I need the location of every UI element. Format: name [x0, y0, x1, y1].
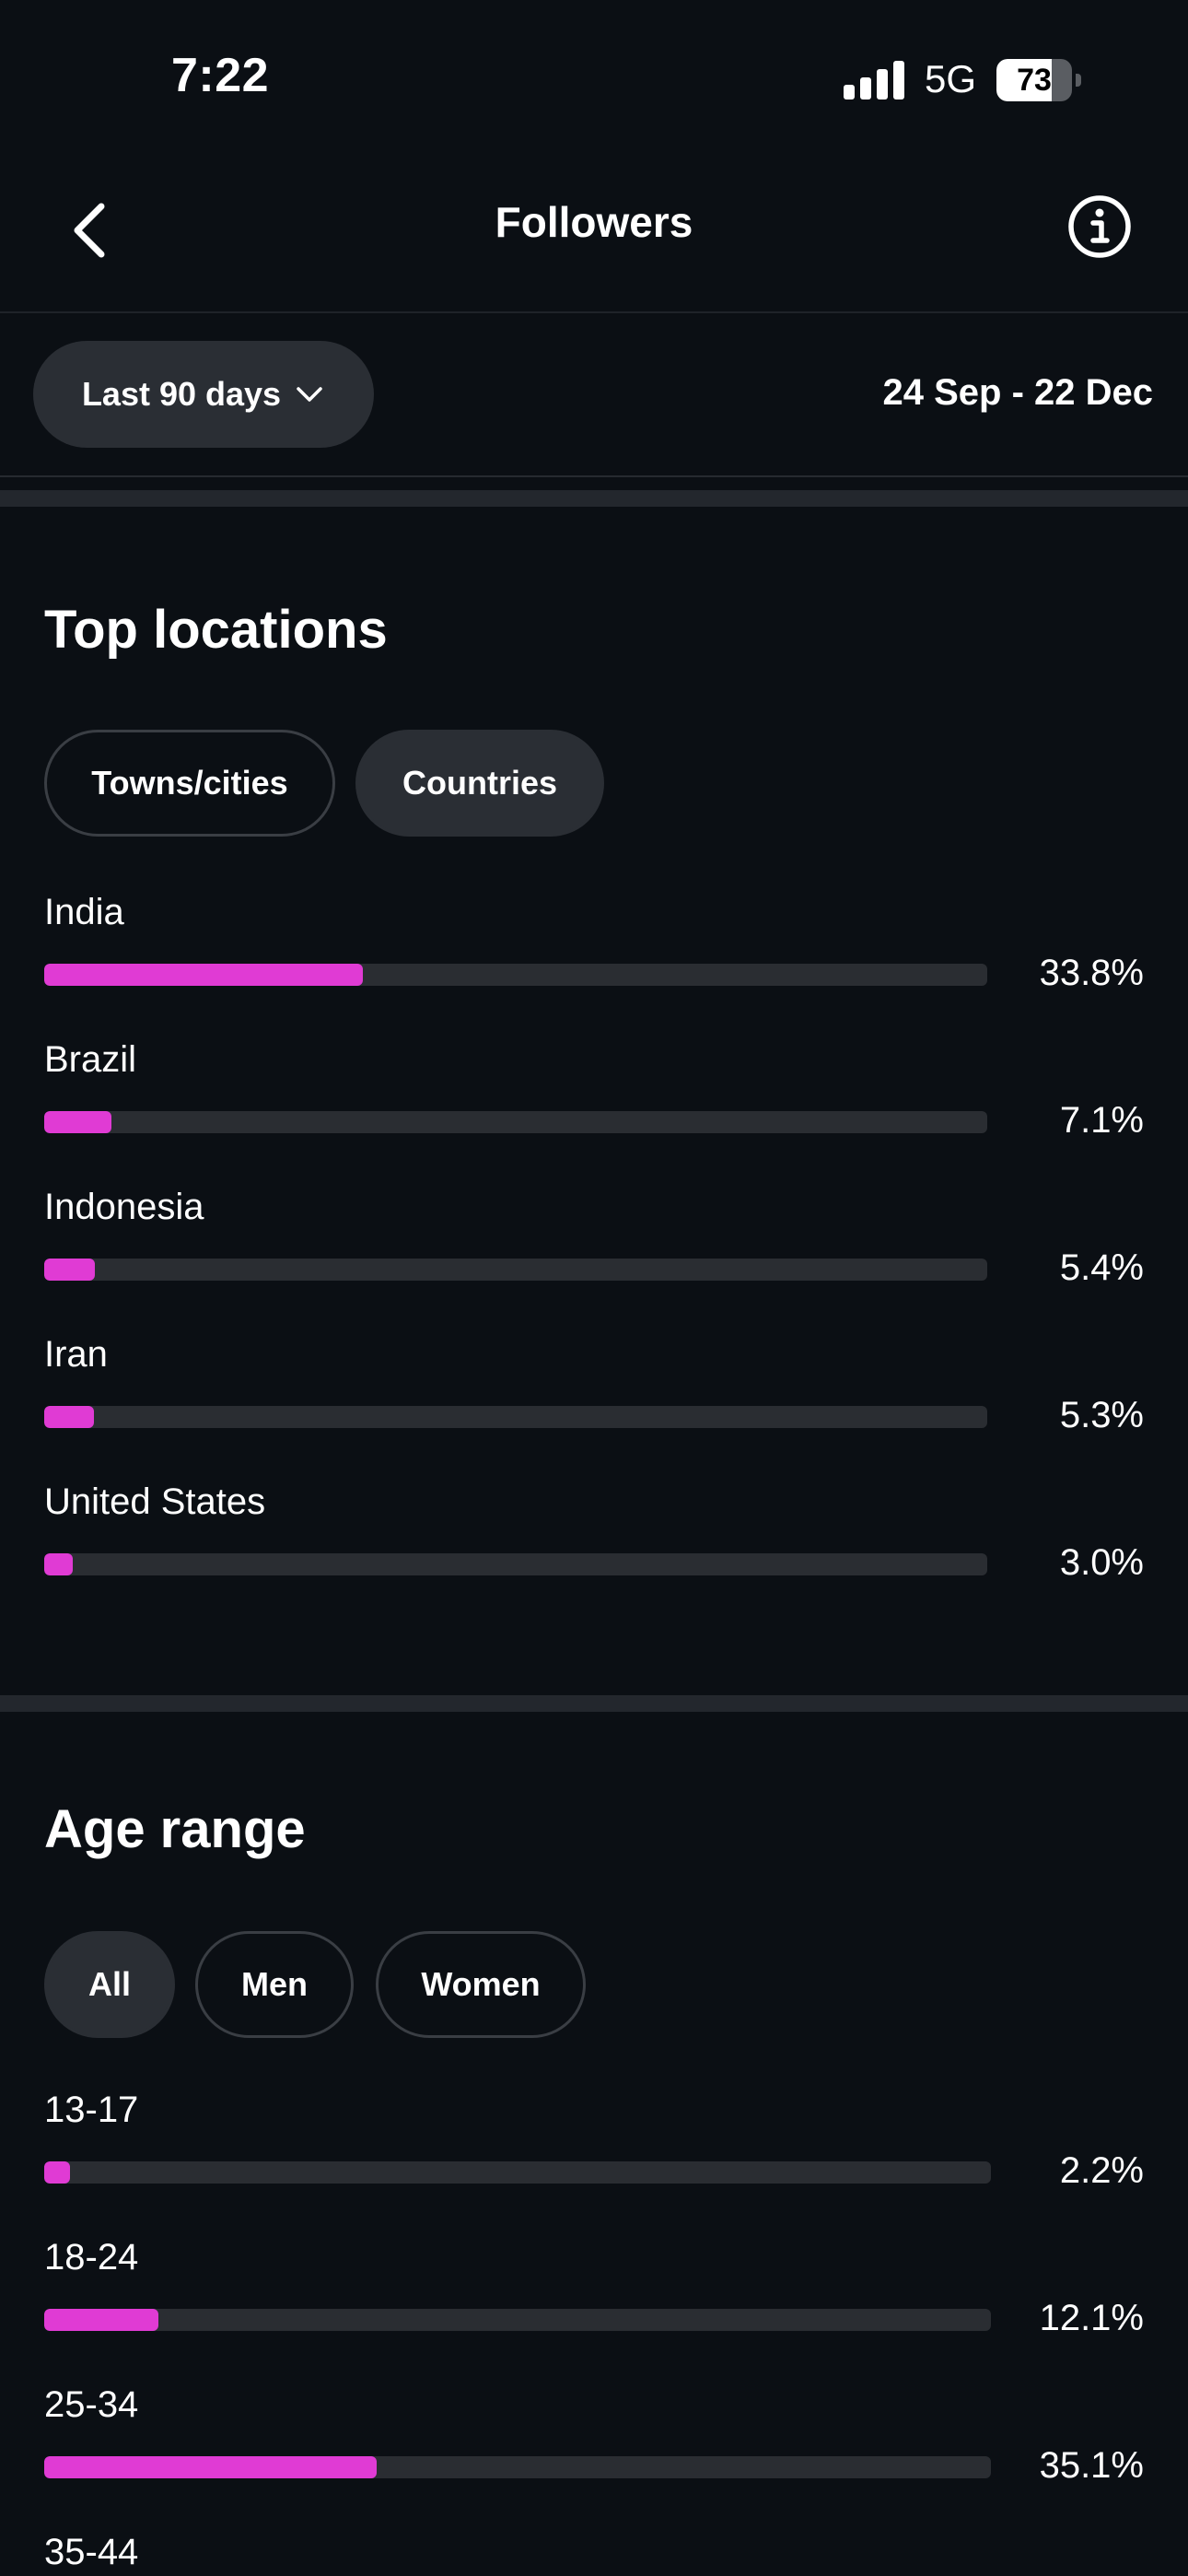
- location-percentage: 3.0%: [1059, 1542, 1144, 1583]
- status-time: 7:22: [171, 49, 270, 102]
- location-label: Brazil: [44, 1039, 137, 1080]
- tab-women[interactable]: Women: [376, 1931, 586, 2038]
- date-range-dropdown[interactable]: Last 90 days: [33, 341, 374, 448]
- section-divider: [0, 490, 1188, 507]
- battery-icon: 73: [996, 59, 1081, 101]
- age-bar-fill: [44, 2161, 70, 2184]
- tab-men-label: Men: [241, 1965, 308, 2003]
- location-label: India: [44, 892, 124, 932]
- battery-level: [996, 59, 1052, 101]
- section-divider: [0, 1695, 1188, 1712]
- age-label: 18-24: [44, 2237, 139, 2277]
- tab-all[interactable]: All: [44, 1931, 175, 2038]
- location-bar-fill: [44, 1406, 94, 1428]
- age-bar-track: [44, 2161, 991, 2184]
- tab-towns-cities[interactable]: Towns/cities: [44, 730, 335, 837]
- age-row-13-17: 13-17 2.2%: [44, 2090, 1144, 2200]
- date-range-text: 24 Sep - 22 Dec: [882, 372, 1154, 413]
- age-range-title: Age range: [44, 1799, 306, 1859]
- location-label: Indonesia: [44, 1187, 204, 1227]
- age-bar-fill: [44, 2309, 158, 2331]
- back-button[interactable]: [55, 193, 129, 267]
- location-row-indonesia: Indonesia 5.4%: [44, 1187, 1144, 1297]
- tab-countries[interactable]: Countries: [355, 730, 604, 837]
- location-row-india: India 33.8%: [44, 892, 1144, 1002]
- network-type: 5G: [925, 57, 977, 100]
- tab-men[interactable]: Men: [195, 1931, 354, 2038]
- age-row-35-44: 35-44: [44, 2532, 1144, 2576]
- location-bar-fill: [44, 1553, 73, 1575]
- age-row-25-34: 25-34 35.1%: [44, 2384, 1144, 2495]
- location-bar-track: [44, 1406, 987, 1428]
- location-percentage: 7.1%: [1059, 1100, 1144, 1141]
- date-range-dropdown-label: Last 90 days: [81, 375, 282, 413]
- tab-women-label: Women: [421, 1965, 541, 2003]
- age-label: 13-17: [44, 2090, 139, 2130]
- top-locations-title: Top locations: [44, 600, 388, 660]
- header: Followers: [0, 157, 1188, 313]
- location-percentage: 5.3%: [1059, 1395, 1144, 1435]
- location-label: United States: [44, 1481, 266, 1522]
- location-percentage: 5.4%: [1059, 1247, 1144, 1288]
- info-circle-icon: [1068, 195, 1131, 258]
- location-bar-track: [44, 964, 987, 986]
- location-label: Iran: [44, 1334, 108, 1375]
- location-bar-fill: [44, 1259, 95, 1281]
- age-row-18-24: 18-24 12.1%: [44, 2237, 1144, 2348]
- location-bar-fill: [44, 964, 363, 986]
- location-row-brazil: Brazil 7.1%: [44, 1039, 1144, 1150]
- battery-percentage: 73: [1017, 63, 1052, 98]
- cellular-signal-icon: [844, 61, 904, 100]
- location-row-iran: Iran 5.3%: [44, 1334, 1144, 1445]
- age-label: 25-34: [44, 2384, 139, 2425]
- location-percentage: 33.8%: [1039, 953, 1144, 993]
- age-bar-fill: [44, 2456, 377, 2478]
- age-bar-track: [44, 2456, 991, 2478]
- age-percentage: 12.1%: [1039, 2298, 1144, 2338]
- tab-towns-cities-label: Towns/cities: [91, 764, 288, 802]
- tab-countries-label: Countries: [402, 764, 557, 802]
- page-title: Followers: [495, 198, 693, 246]
- age-bar-track: [44, 2309, 991, 2331]
- age-percentage: 2.2%: [1059, 2150, 1144, 2191]
- location-bar-track: [44, 1111, 987, 1133]
- age-label: 35-44: [44, 2532, 139, 2572]
- location-row-united-states: United States 3.0%: [44, 1481, 1144, 1592]
- chevron-left-icon: [74, 203, 105, 258]
- info-button[interactable]: [1063, 190, 1136, 263]
- location-bar-track: [44, 1553, 987, 1575]
- location-bar-fill: [44, 1111, 111, 1133]
- age-percentage: 35.1%: [1039, 2445, 1144, 2486]
- chevron-down-icon: [297, 387, 322, 402]
- date-filter-row: Last 90 days 24 Sep - 22 Dec: [0, 313, 1188, 477]
- location-bar-track: [44, 1259, 987, 1281]
- tab-all-label: All: [87, 1965, 131, 2003]
- status-bar: 7:22 5G 73: [0, 0, 1188, 157]
